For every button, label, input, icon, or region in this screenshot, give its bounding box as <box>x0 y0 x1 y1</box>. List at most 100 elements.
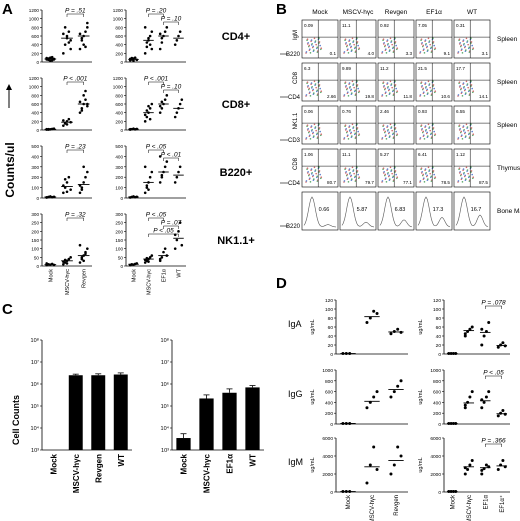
b-event-dot <box>356 41 359 43</box>
d-data-point <box>480 327 484 331</box>
b-column-label: Revgen <box>385 9 408 16</box>
b-event-dot <box>466 169 469 171</box>
b-event-dot <box>471 44 473 47</box>
d-data-point <box>501 459 505 462</box>
d-y-tick-label: 2000 <box>430 472 441 478</box>
panel-a-row-label: CD4+ <box>222 31 250 43</box>
b-event-dot <box>357 87 359 90</box>
b-event-dot <box>358 90 361 93</box>
a-y-tick-label: 600 <box>31 102 39 107</box>
b-event-dot <box>319 130 321 133</box>
d-data-point <box>468 327 472 331</box>
b-event-dot <box>429 129 431 132</box>
b-event-dot <box>389 123 392 126</box>
d-y-tick-label: 600 <box>433 390 441 396</box>
a-data-point <box>69 188 72 191</box>
b-event-dot <box>316 132 319 135</box>
b-event-dot <box>385 95 388 97</box>
b-event-dot <box>356 166 358 169</box>
a-data-point <box>175 175 179 179</box>
d-y-tick-label: 6000 <box>322 436 333 442</box>
b-event-dot <box>434 90 437 93</box>
d-data-point <box>389 395 393 399</box>
a-data-point <box>84 89 87 93</box>
b-event-dot <box>351 80 354 83</box>
a-data-point <box>62 32 65 36</box>
b-event-dot <box>470 80 472 83</box>
d-p-bracket <box>485 305 502 309</box>
d-x-category-label: MSCV-hγc <box>370 495 376 521</box>
b-event-dot <box>425 85 427 88</box>
b-event-dot <box>319 87 321 90</box>
b-event-dot <box>428 40 431 42</box>
a-p-value: P < .001 <box>144 76 169 83</box>
a-data-point <box>80 186 84 189</box>
d-y-tick-label: 40 <box>328 334 334 340</box>
b-event-dot <box>461 95 464 97</box>
b-event-dot <box>354 89 357 92</box>
b-event-dot <box>461 134 463 136</box>
b-event-dot <box>318 123 320 126</box>
a-data-point <box>78 261 82 264</box>
a-data-point <box>148 256 152 259</box>
a-data-point <box>148 107 152 110</box>
b-event-dot <box>347 138 350 140</box>
a-p-value: P < .001 <box>63 76 88 83</box>
b-event-dot <box>385 134 387 136</box>
a-data-point <box>148 43 152 46</box>
b-event-dot <box>432 84 435 86</box>
b-event-dot <box>422 130 425 133</box>
a-data-point <box>78 191 82 195</box>
b-event-dot <box>396 133 399 136</box>
a-p-value: P = .10 <box>161 84 182 91</box>
b-event-dot <box>389 92 391 94</box>
b-histogram-line <box>379 196 413 228</box>
b-event-dot <box>356 170 359 172</box>
b-event-dot <box>318 37 320 40</box>
b-event-dot <box>308 130 311 133</box>
b-event-dot <box>318 84 321 86</box>
a-y-tick-label: 800 <box>31 25 39 30</box>
b-event-dot <box>347 181 350 183</box>
b-event-dot <box>307 128 309 130</box>
b-event-dot <box>312 88 315 91</box>
c-bar <box>222 392 237 450</box>
a-y-tick-label: 250 <box>115 221 123 226</box>
b-event-dot <box>465 166 468 169</box>
b-event-dot <box>346 87 349 90</box>
b-event-dot <box>343 180 346 182</box>
b-quadrant-lower-right: 9.1 <box>444 51 451 56</box>
d-data-point <box>484 395 488 399</box>
b-histogram-percentage: 17.3 <box>433 207 444 213</box>
b-x-axis-label: CD4 <box>288 181 301 187</box>
d-data-point <box>484 463 488 467</box>
a-x-category-label: Mock <box>48 269 54 282</box>
a-data-point <box>45 262 48 265</box>
a-data-point <box>67 41 71 44</box>
d-y-tick-label: 6000 <box>430 436 441 442</box>
b-event-dot <box>386 125 389 127</box>
a-data-point <box>63 43 67 46</box>
b-event-dot <box>464 174 467 177</box>
a-y-tick-label: 200 <box>115 51 123 56</box>
d-data-point <box>396 327 400 331</box>
b-event-dot <box>419 94 422 96</box>
b-event-dot <box>462 82 465 84</box>
d-data-point <box>470 325 474 329</box>
b-event-dot <box>470 123 472 126</box>
a-x-category-label: MSCV-hγc <box>65 269 71 295</box>
d-y-tick-label: 0 <box>330 352 333 358</box>
d-data-point <box>470 459 474 462</box>
a-data-point <box>148 175 152 179</box>
d-data-point <box>389 472 393 476</box>
b-event-dot <box>349 128 351 131</box>
d-data-point <box>499 411 503 415</box>
c-y-tick-label: 10⁶ <box>31 381 39 388</box>
b-event-dot <box>427 80 430 83</box>
d-x-category-label: EF1α <box>483 494 489 509</box>
b-event-dot <box>471 130 473 133</box>
b-histogram-line <box>303 196 337 228</box>
b-event-dot <box>423 91 425 93</box>
b-quadrant-lower-right: 87.5 <box>479 180 488 185</box>
a-p-bracket <box>148 233 179 237</box>
